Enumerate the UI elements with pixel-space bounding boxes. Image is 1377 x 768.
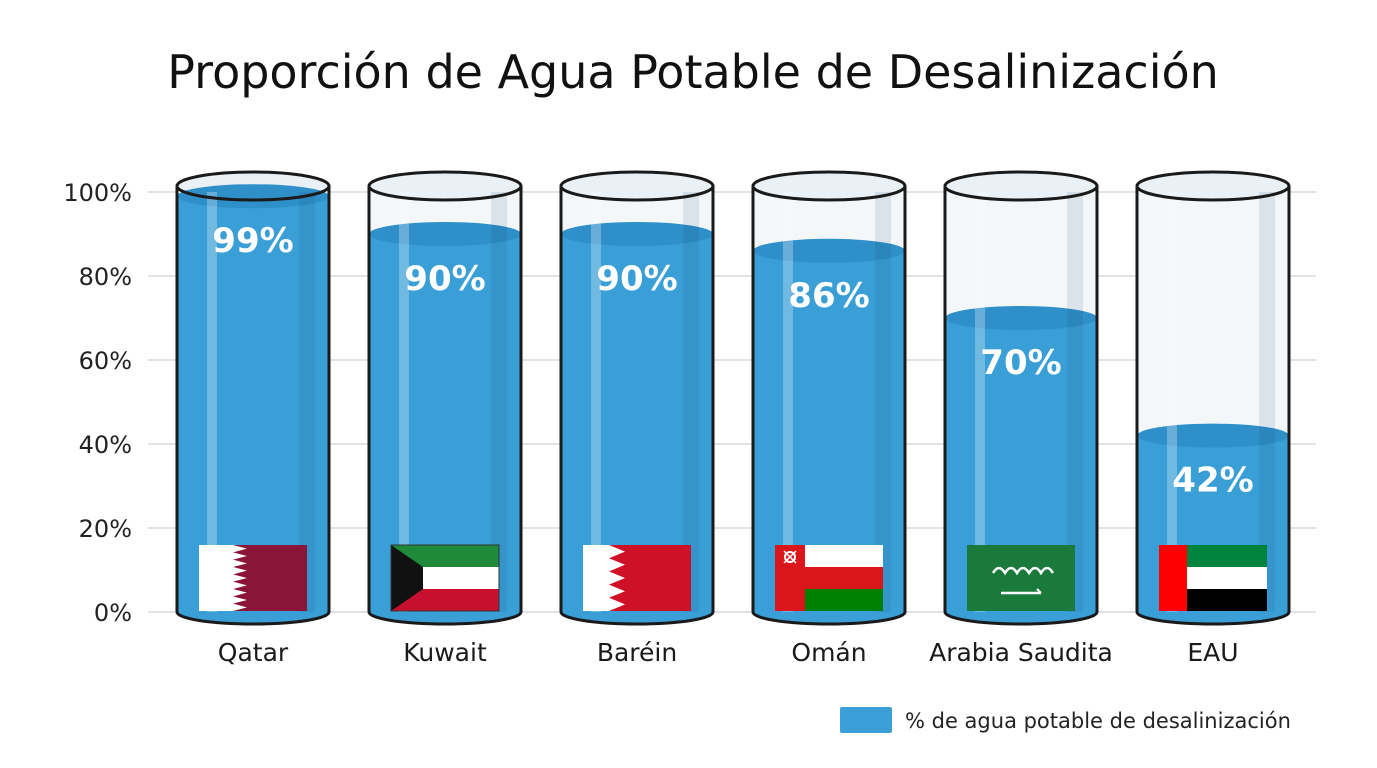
bar-cylinder: 90% — [559, 170, 715, 626]
x-category-label: Arabia Saudita — [929, 638, 1113, 667]
bar-fill — [177, 196, 329, 612]
cylinder-outline-bottom — [751, 611, 907, 626]
legend-label: % de agua potable de desalinización — [905, 709, 1291, 733]
kuwait-flag-icon — [390, 544, 500, 612]
glass-highlight — [399, 192, 409, 612]
y-tick-label: 40% — [79, 431, 132, 459]
bar-cylinder: 42% — [1135, 170, 1291, 626]
glass-shadow — [1259, 192, 1275, 612]
saudi-arabia-flag-icon — [967, 545, 1075, 611]
bar-cylinder: 86% — [751, 170, 907, 626]
cylinder-rim-inner — [1137, 172, 1289, 200]
x-category-label: EAU — [1187, 638, 1238, 667]
cylinder-rim-inner — [561, 172, 713, 200]
glass-highlight — [975, 192, 985, 612]
bahrain-flag-icon — [583, 545, 691, 611]
y-tick-label: 60% — [79, 347, 132, 375]
glass-shadow — [1067, 192, 1083, 612]
bar-cylinder: 70% — [943, 170, 1099, 626]
cylinder-outline-bottom — [175, 611, 331, 626]
legend-swatch — [840, 707, 892, 733]
bar-cylinder: 90% — [367, 170, 523, 626]
glass-shadow — [491, 192, 507, 612]
bar-fill-top — [945, 306, 1097, 330]
y-tick-label: 20% — [79, 515, 132, 543]
bar-fill-top — [561, 222, 713, 246]
bar-cylinder: 99% — [175, 170, 331, 626]
legend: % de agua potable de desalinización — [840, 707, 1291, 733]
x-category-label: Omán — [791, 638, 866, 667]
x-category-label: Baréin — [597, 638, 677, 667]
bar-fill-top — [753, 238, 905, 263]
chart-title: Proporción de Agua Potable de Desaliniza… — [167, 45, 1219, 99]
glass-highlight — [1167, 192, 1177, 612]
cylinder-rim — [751, 170, 907, 202]
glass-highlight — [591, 192, 601, 612]
y-tick-label: 0% — [94, 599, 132, 627]
cylinder-outline-bottom — [559, 611, 715, 626]
glass-highlight — [207, 192, 217, 612]
cylinder-outline-bottom — [1135, 611, 1291, 626]
x-category-label: Kuwait — [403, 638, 487, 667]
cylinder-rim-inner — [369, 172, 521, 200]
uae-flag-icon — [1159, 545, 1267, 611]
cylinder-outline-bottom — [367, 611, 523, 626]
x-category-label: Qatar — [218, 638, 289, 667]
glass-shadow — [875, 192, 891, 612]
cylinder-rim — [943, 170, 1099, 202]
qatar-flag-icon — [199, 545, 307, 611]
cylinder-rim-inner — [945, 172, 1097, 200]
cylinder-outline-bottom — [943, 611, 1099, 626]
bar-value-label: 86% — [788, 276, 869, 316]
bar-value-label: 90% — [596, 259, 677, 299]
bars-layer: 99% 90% 90% 86% 70% 42% — [175, 170, 1291, 626]
bar-value-label: 90% — [404, 259, 485, 299]
glass-highlight — [783, 192, 793, 612]
bar-fill-top — [1137, 423, 1289, 448]
bar-value-label: 99% — [212, 221, 293, 261]
cylinder-rim-inner — [753, 172, 905, 200]
glass-shadow — [683, 192, 699, 612]
y-tick-label: 80% — [79, 263, 132, 291]
cylinder-rim — [367, 170, 523, 202]
cylinder-rim — [1135, 170, 1291, 202]
grid-layer — [148, 191, 1316, 613]
bar-value-label: 42% — [1172, 461, 1253, 501]
glass-shadow — [299, 192, 315, 612]
cylinder-rim — [559, 170, 715, 202]
x-axis-categories: Qatar Kuwait Baréin Omán Arabia Saudita EAU — [218, 638, 1239, 667]
bar-value-label: 70% — [980, 343, 1061, 383]
cylinder-rim — [175, 170, 331, 202]
oman-flag-icon — [775, 545, 883, 611]
bar-fill-top — [177, 184, 329, 209]
bar-fill-top — [369, 222, 521, 246]
y-tick-label: 100% — [63, 179, 132, 207]
y-axis-ticks: 0% 20% 40% 60% 80% 100% — [63, 179, 132, 627]
